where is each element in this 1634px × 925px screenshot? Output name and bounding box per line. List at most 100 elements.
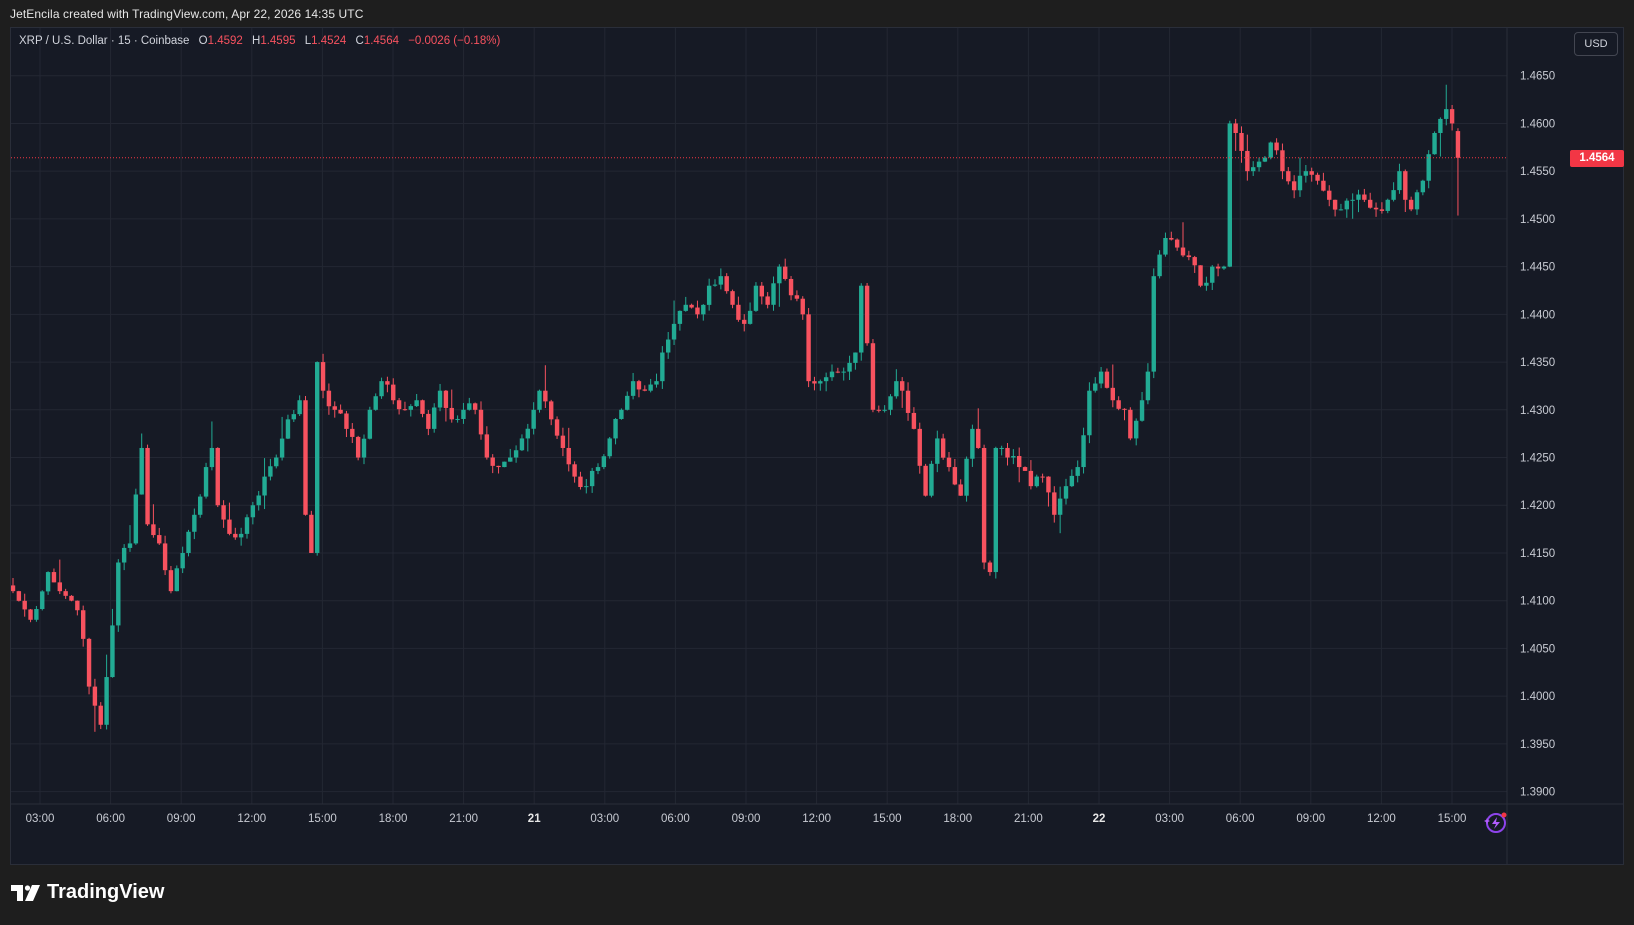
candle-body <box>92 686 98 706</box>
candle-body <box>929 463 934 496</box>
candle-body <box>1180 247 1186 256</box>
candle-body <box>537 390 542 410</box>
candle-body <box>40 591 45 610</box>
candle-body <box>268 466 273 477</box>
candle-body <box>1069 475 1075 487</box>
time-tick-label: 03:00 <box>1155 813 1184 825</box>
candle-body <box>133 494 139 544</box>
candle-up <box>1011 449 1016 465</box>
candle-down <box>1408 196 1414 212</box>
candle-body <box>127 543 133 548</box>
candle-down <box>426 410 431 436</box>
candle-down <box>578 471 583 490</box>
candle-up <box>139 433 144 495</box>
candle-body <box>1256 161 1262 168</box>
candle-up <box>1204 276 1209 291</box>
candle-down <box>396 398 402 415</box>
open-label: O <box>198 35 208 47</box>
candle-up <box>502 461 507 468</box>
candle-body <box>1227 123 1232 267</box>
candle-body <box>1397 171 1402 191</box>
low-label: L <box>304 35 312 47</box>
candle-up <box>513 445 519 463</box>
candle-up <box>1414 189 1420 215</box>
candle-up <box>262 458 267 510</box>
candle-body <box>677 310 683 324</box>
open-value: 1.4592 <box>207 35 243 47</box>
candle-body <box>911 412 917 429</box>
candle-body <box>806 314 811 382</box>
candle-body <box>28 609 33 620</box>
candle-body <box>186 531 191 553</box>
candle-body <box>1028 470 1034 487</box>
candle-body <box>1414 192 1420 210</box>
candle-body <box>467 403 472 410</box>
candle-body <box>1449 109 1455 124</box>
candle-body <box>168 570 174 592</box>
candle-body <box>853 352 858 363</box>
price-tick-label: 1.3950 <box>1520 739 1555 751</box>
candle-up <box>660 346 665 389</box>
candle-body <box>1286 171 1291 182</box>
candle-body <box>151 524 156 536</box>
candle-down <box>1186 250 1192 261</box>
candle-up <box>1098 367 1104 389</box>
candle-body <box>1315 174 1320 181</box>
candle-body <box>1385 199 1390 211</box>
candle-body <box>285 419 291 439</box>
candle-down <box>1379 202 1385 214</box>
candle-down <box>806 308 811 388</box>
candlestick-chart[interactable]: 1.4650 1.4600 1.4550 1.4500 1.4450 1.4400 1.43… <box>11 28 1623 864</box>
candle-body <box>344 413 349 429</box>
candle-down <box>900 377 905 408</box>
candle-body <box>1204 282 1209 286</box>
candle-body <box>572 464 577 477</box>
time-tick-label: 09:00 <box>167 813 196 825</box>
candle-up <box>993 446 998 579</box>
candle-body <box>1098 371 1104 384</box>
candle-body <box>361 438 367 458</box>
currency-button[interactable]: USD <box>1574 32 1618 56</box>
candle-down <box>16 590 22 602</box>
candle-body <box>1151 276 1156 372</box>
time-tick-label: 03:00 <box>26 813 55 825</box>
candle-up <box>525 423 530 452</box>
candle-body <box>689 304 694 308</box>
candle-up <box>361 434 367 465</box>
chart-snapshot-icon[interactable] <box>1483 810 1509 836</box>
candle-body <box>730 291 735 305</box>
candle-body <box>818 381 823 384</box>
candle-body <box>1057 498 1063 515</box>
candle-body <box>51 572 57 583</box>
candle-up <box>829 364 835 381</box>
candle-down <box>572 461 577 483</box>
candle-body <box>1455 131 1461 158</box>
candle-body <box>1344 200 1349 210</box>
candle-down <box>69 595 74 602</box>
candle-body <box>367 409 373 439</box>
chart-axes: 1.4650 1.4600 1.4550 1.4500 1.4450 1.4400 1.43… <box>11 28 1623 864</box>
candle-body <box>34 609 39 620</box>
candle-up <box>186 529 191 557</box>
candle-up <box>203 462 209 499</box>
candle-body <box>876 409 881 411</box>
candle-down <box>472 402 478 415</box>
candle-up <box>244 514 250 539</box>
candle-body <box>940 438 946 458</box>
candle-down <box>905 382 911 421</box>
time-tick-label: 21:00 <box>449 813 478 825</box>
candle-body <box>1426 154 1431 181</box>
candle-up <box>777 264 782 307</box>
candle-body <box>1052 492 1057 515</box>
candle-down <box>636 379 642 398</box>
candle-up <box>595 463 601 475</box>
symbol-title[interactable]: XRP / U.S. Dollar · 15 · Coinbase <box>19 35 190 47</box>
candle-up <box>1356 189 1361 213</box>
candle-body <box>391 384 396 401</box>
candle-up <box>437 383 443 412</box>
chart-pane[interactable]: 1.4650 1.4600 1.4550 1.4500 1.4450 1.4400 1.43… <box>10 27 1624 865</box>
candle-body <box>1262 157 1268 162</box>
tradingview-brand[interactable]: TradingView <box>11 881 164 904</box>
candle-body <box>952 467 958 485</box>
candle-up <box>1227 120 1232 268</box>
